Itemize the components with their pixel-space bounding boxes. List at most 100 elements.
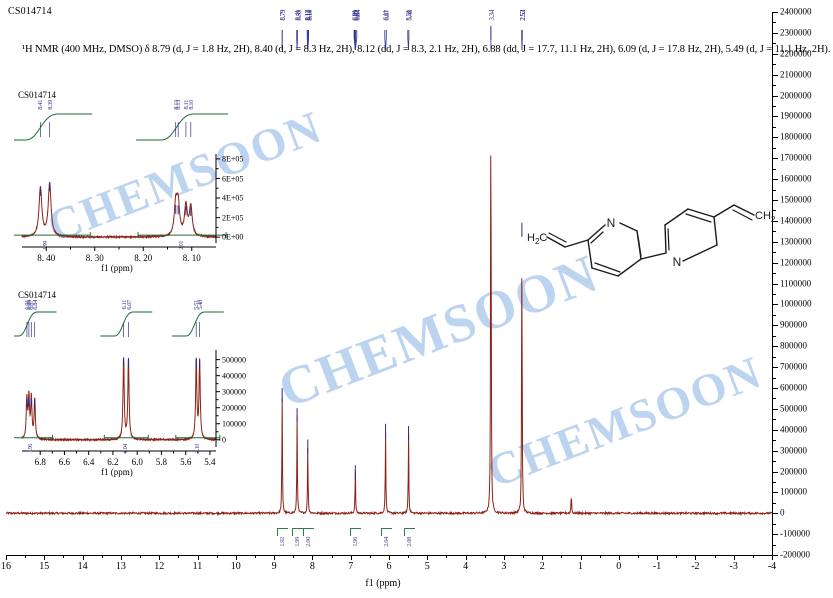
y-axis-label: 0 — [780, 507, 785, 518]
y-axis-label: 1300000 — [780, 236, 812, 247]
integral-hook — [403, 528, 415, 536]
x-axis-tick — [6, 555, 7, 560]
y-axis-minor-tick — [772, 168, 776, 170]
x-axis-minor-tick — [63, 555, 65, 558]
y-axis-tick — [772, 534, 778, 536]
integral-hook — [292, 528, 304, 536]
x-axis-label: 16 — [1, 561, 11, 572]
y-axis-tick — [772, 492, 778, 494]
inset-top-trace — [14, 113, 229, 251]
y-axis-label: 2000000 — [780, 90, 812, 100]
y-axis-tick — [772, 471, 778, 473]
inset-y-label: 2E+05 — [222, 213, 244, 223]
inset-x-title: f1 (ppm) — [101, 467, 133, 477]
y-axis-minor-tick — [772, 147, 776, 149]
x-axis-tick — [465, 555, 467, 560]
inset-x-label: 6.8 — [34, 457, 46, 467]
x-axis-tick — [235, 555, 237, 560]
y-axis-minor-tick — [772, 377, 776, 379]
inset-x-label: 8. 10 — [182, 253, 201, 263]
inset-x-label: 5.4 — [204, 457, 216, 467]
x-axis-minor-tick — [599, 555, 601, 558]
y-axis-label: 200000 — [780, 466, 807, 476]
y-axis-label: 1600000 — [780, 173, 812, 184]
y-axis-minor-tick — [772, 43, 776, 45]
inset-x-label: 6.4 — [83, 457, 95, 467]
x-axis-tick — [618, 555, 620, 560]
x-axis-label: 11 — [192, 561, 203, 572]
inset-integral-label: 2.01 — [179, 241, 186, 251]
inset-y-label: 300000 — [222, 387, 246, 397]
y-axis-label: 1800000 — [780, 131, 812, 142]
y-axis-minor-tick — [772, 461, 776, 462]
y-axis-label: 2200000 — [780, 48, 812, 59]
y-axis-label: -200000 — [780, 549, 810, 560]
inset-x-label: 8. 40 — [37, 253, 56, 263]
inset-integral-label: 1.99 — [43, 241, 50, 251]
y-axis-label: 1500000 — [780, 194, 812, 205]
y-axis-minor-tick — [772, 481, 776, 483]
y-axis-minor-tick — [772, 314, 776, 316]
y-axis-tick — [772, 200, 778, 201]
main-x-axis: 16 15 14 13 12 11 10 9 8 7 6 5 4 3 2 1 0 -1 -2 -3 -4 — [1, 555, 776, 572]
x-axis-minor-tick — [255, 555, 256, 558]
x-axis-label: -1 — [652, 561, 662, 572]
inset-bottom-trace — [14, 311, 224, 455]
y-axis-label: 400000 — [780, 424, 807, 435]
y-axis-tick — [772, 325, 778, 327]
inset-peak-label: 6.07 — [125, 300, 133, 310]
structure-nitrogen-right: N — [673, 255, 682, 269]
inset-y-label: 100000 — [222, 419, 246, 429]
inset-y-label: 0 — [222, 435, 226, 445]
y-axis-minor-tick — [772, 398, 776, 400]
y-axis-label: 900000 — [780, 319, 807, 330]
x-axis-tick — [389, 555, 390, 560]
x-axis-label: -4 — [767, 561, 777, 572]
main-integral-group: 1.92 1.99 2.00 1.96 2.04 2.08 — [0, 526, 833, 556]
y-axis-label: 500000 — [780, 403, 807, 414]
main-y-axis: 2400000 2300000 2200000 2100000 2000000 19000… — [772, 7, 832, 559]
x-axis-label: 13 — [115, 561, 126, 572]
x-axis-minor-tick — [446, 555, 448, 558]
y-axis-label: 1000000 — [780, 298, 812, 309]
x-axis-tick — [695, 555, 697, 560]
x-axis-minor-tick — [369, 555, 371, 558]
inset-peak-label: 5.48 — [196, 300, 204, 310]
x-axis-label: -2 — [691, 561, 700, 572]
integral-label: 2.00 — [304, 537, 312, 547]
x-axis-minor-tick — [293, 555, 295, 558]
y-axis-label: 700000 — [780, 361, 807, 372]
y-axis-tick — [772, 137, 778, 139]
x-axis-label: 7 — [348, 561, 354, 572]
y-axis-tick — [772, 220, 778, 222]
y-axis-label: 2400000 — [780, 6, 812, 17]
y-axis-minor-tick — [772, 85, 776, 87]
y-axis-minor-tick — [772, 189, 776, 191]
inset-y-label: 4E+05 — [222, 193, 244, 203]
inset-peak-label: 8.10 — [187, 100, 195, 110]
inset-y-label: 6E+05 — [222, 174, 244, 183]
inset-vinyl-zoom[interactable]: CS014714 500000 400000 300000 200000 100000 0… — [14, 290, 264, 487]
y-axis-tick — [772, 513, 778, 515]
nmr-assignment-text: ¹H NMR (400 MHz, DMSO) δ 8.79 (d, J = 1.… — [22, 44, 831, 55]
inset-aromatic-zoom[interactable]: CS014714 8E+05 6E+05 4E+05 2E+05 0E+00 8. 40 8… — [14, 90, 264, 277]
y-axis-minor-tick — [772, 502, 776, 504]
y-axis-label: 100000 — [780, 486, 807, 497]
y-axis-minor-tick — [772, 231, 776, 233]
inset-peak-label: 8.41 — [37, 100, 45, 110]
x-axis-tick — [542, 555, 544, 560]
inset-peak-leaders — [40, 122, 192, 137]
x-axis-tick — [772, 555, 773, 560]
integral-hook — [277, 528, 289, 536]
x-axis-tick — [312, 555, 314, 560]
inset-peak-leaders — [26, 322, 200, 337]
x-axis-minor-tick — [676, 555, 678, 558]
inset-x-label: 8. 20 — [134, 253, 153, 263]
x-axis-minor-tick — [752, 555, 754, 558]
x-axis-minor-tick — [140, 555, 141, 558]
structure-h2c-left: H2C — [527, 232, 547, 246]
x-axis-tick — [427, 555, 429, 560]
y-axis-tick — [772, 450, 778, 452]
y-axis-label: 1700000 — [780, 152, 812, 163]
y-axis-tick — [772, 241, 778, 243]
